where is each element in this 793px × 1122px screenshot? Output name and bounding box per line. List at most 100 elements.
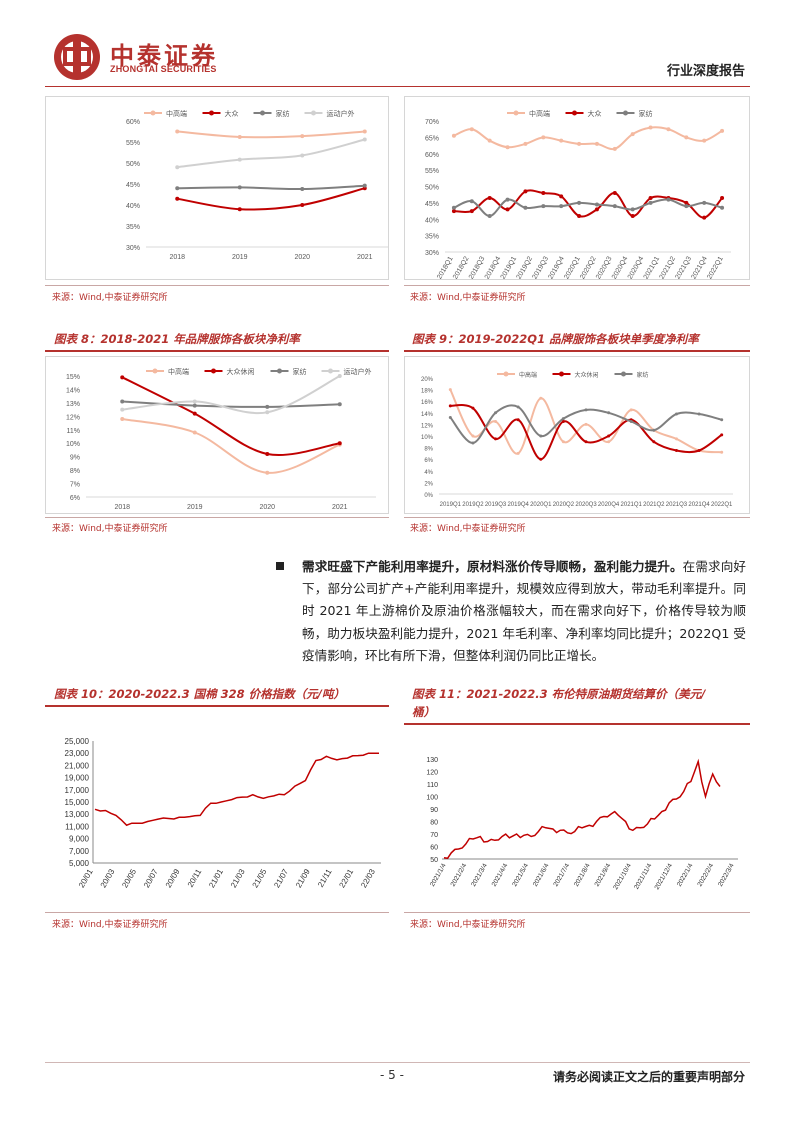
- figure-9-title: 图表 9：2019-2022Q1 品牌服饰各板块单季度净利率: [412, 332, 699, 346]
- paragraph-bullet-icon: [276, 562, 284, 570]
- x-tick-label: 2019Q4: [507, 502, 529, 508]
- y-tick-label: 9%: [70, 455, 80, 462]
- legend-marker: [260, 110, 265, 116]
- data-point: [120, 375, 125, 380]
- y-tick-label: 15,000: [65, 798, 90, 807]
- data-point: [362, 129, 367, 134]
- data-point: [577, 213, 582, 218]
- x-tick-label: 2020Q2: [553, 502, 575, 508]
- x-tick-label: 2021/2/4: [450, 862, 469, 888]
- y-tick-label: 13%: [66, 401, 80, 408]
- series-line: [443, 758, 721, 860]
- legend-marker: [150, 110, 156, 116]
- data-point: [505, 145, 510, 150]
- data-point: [175, 165, 180, 170]
- logo-emblem-icon: [54, 34, 100, 80]
- paragraph-lead: 需求旺盛下产能利用率提升，原材料涨价传导顺畅，盈利能力提升。: [302, 559, 683, 574]
- legend-marker: [621, 371, 626, 377]
- data-point: [469, 209, 474, 214]
- data-point: [666, 197, 671, 202]
- y-tick-label: 70%: [425, 119, 439, 126]
- source-divider: [404, 285, 750, 286]
- legend-marker: [623, 110, 628, 116]
- y-tick-label: 19,000: [65, 774, 90, 783]
- data-point: [630, 213, 635, 218]
- x-tick-label: 2021/3/4: [470, 862, 489, 888]
- data-point: [702, 215, 707, 220]
- y-tick-label: 11%: [67, 428, 81, 435]
- figure-11-title-line2: 桶）: [412, 705, 435, 719]
- figure-title-underline: [45, 350, 389, 352]
- x-tick-label: 2021Q3: [666, 502, 688, 508]
- legend-label: 运动户外: [327, 109, 355, 118]
- data-point: [652, 428, 656, 432]
- legend-label: 运动户外: [344, 367, 372, 376]
- legend-label: 家纺: [293, 367, 307, 376]
- x-tick-label: 22/01: [337, 867, 355, 889]
- data-point: [265, 404, 270, 409]
- data-point: [487, 213, 492, 218]
- series-line: [122, 418, 341, 474]
- data-point: [648, 195, 653, 200]
- x-tick-label: 2022Q1: [706, 255, 725, 279]
- data-point: [175, 186, 180, 191]
- x-tick-label: 2021/12/4: [653, 862, 674, 891]
- x-tick-label: 2021Q2: [643, 502, 665, 508]
- chart-b-box: 30% 35% 40% 45% 50% 55% 60% 65% 70% 2018Q1 2018Q2 2…: [404, 96, 750, 281]
- x-tick-label: 2022/2/4: [696, 862, 715, 888]
- chart-d: 0% 2% 4% 6% 8% 10% 12% 14% 16% 18% 20% 2019Q1 2019Q2…: [421, 371, 733, 508]
- legend-label: 中高端: [166, 109, 187, 118]
- y-tick-label: 120: [426, 770, 438, 777]
- data-point: [237, 207, 242, 212]
- data-point: [516, 418, 520, 422]
- figure-8-title: 图表 8：2018-2021 年品牌服饰各板块净利率: [54, 332, 300, 346]
- chart-a-box: 30% 35% 40% 45% 50% 55% 60% 2018 2019 2020 2021 中高端…: [45, 96, 396, 280]
- y-tick-label: 90: [430, 807, 438, 814]
- data-point: [720, 418, 724, 422]
- data-point: [469, 199, 474, 204]
- y-tick-label: 25,000: [65, 737, 90, 746]
- data-point: [629, 420, 633, 423]
- y-tick-label: 4%: [424, 470, 433, 476]
- y-tick-label: 60%: [425, 152, 439, 159]
- source-note: 来源：Wind,中泰证券研究所: [52, 920, 168, 930]
- x-tick-label: 2021: [357, 254, 373, 261]
- data-point: [607, 411, 611, 415]
- data-point: [607, 440, 611, 444]
- y-tick-label: 9,000: [69, 835, 90, 844]
- data-point: [362, 137, 367, 142]
- legend-label: 家纺: [276, 109, 290, 118]
- analysis-paragraph: 需求旺盛下产能利用率提升，原材料涨价传导顺畅，盈利能力提升。在需求向好下，部分公…: [302, 556, 746, 667]
- data-point: [720, 450, 724, 454]
- source-note: 来源：Wind,中泰证券研究所: [410, 524, 526, 534]
- data-point: [265, 451, 270, 456]
- data-point: [697, 412, 701, 416]
- data-point: [237, 134, 242, 139]
- legend-label: 家纺: [637, 371, 649, 379]
- legend-marker: [211, 368, 216, 374]
- data-point: [539, 434, 543, 438]
- data-point: [471, 434, 475, 438]
- x-tick-label: 2018: [114, 504, 130, 511]
- data-point: [487, 138, 492, 143]
- legend-marker: [513, 110, 519, 116]
- data-point: [561, 417, 565, 421]
- x-tick-label: 2021/6/4: [532, 862, 551, 888]
- y-tick-label: 8%: [70, 468, 80, 475]
- legend-marker: [503, 371, 509, 377]
- data-point: [720, 205, 725, 210]
- x-tick-label: 2019: [187, 504, 203, 511]
- x-tick-label: 2021/5/4: [511, 862, 530, 888]
- company-name-en: ZHONGTAI SECURITIES: [110, 64, 217, 74]
- data-point: [720, 128, 725, 133]
- x-tick-label: 2021/1/4: [429, 862, 448, 888]
- source-divider: [45, 517, 389, 518]
- y-tick-label: 50%: [425, 185, 439, 192]
- x-tick-label: 2020Q4: [598, 502, 620, 508]
- data-point: [471, 441, 475, 445]
- y-tick-label: 30%: [425, 250, 439, 257]
- data-point: [539, 396, 543, 400]
- y-tick-label: 18%: [421, 389, 434, 395]
- footer-divider: [45, 1062, 750, 1063]
